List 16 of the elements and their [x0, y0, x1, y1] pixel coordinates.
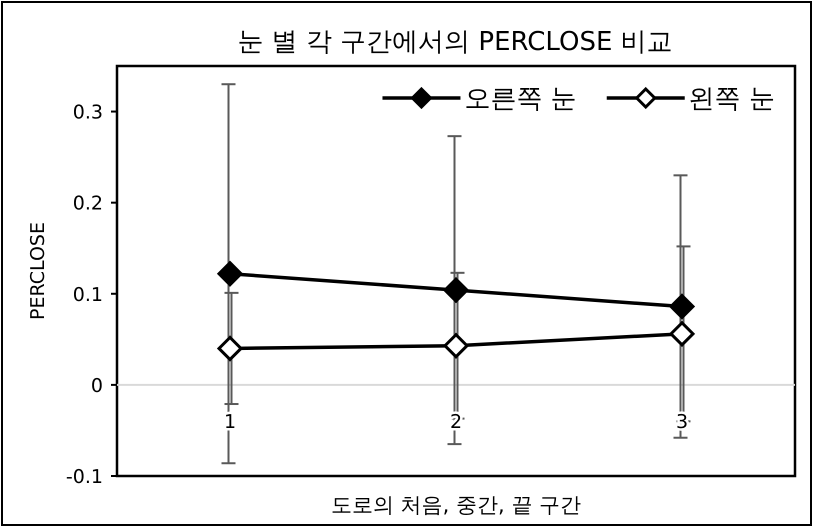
y-axis-title: PERCLOSE	[27, 222, 49, 320]
point	[218, 261, 242, 286]
legend-label: 왼쪽 눈	[688, 84, 775, 114]
point	[670, 321, 694, 346]
point	[670, 294, 694, 320]
y-tick-label: 0.3	[72, 102, 103, 124]
legend-label: 오른쪽 눈	[464, 84, 577, 114]
y-tick-label: 0.1	[72, 284, 103, 306]
title: 눈 별 각 구간에서의 PERCLOSE 비교	[237, 27, 673, 57]
point	[444, 278, 468, 303]
y-tick-label: 0	[90, 374, 103, 397]
x-axis-title: 도로의 처음, 중간, 끝 구간	[330, 493, 582, 517]
y-tick-label: 0.2	[72, 192, 103, 215]
point	[218, 336, 242, 361]
y-tick-label: -0.1	[66, 466, 103, 488]
point	[444, 333, 468, 358]
